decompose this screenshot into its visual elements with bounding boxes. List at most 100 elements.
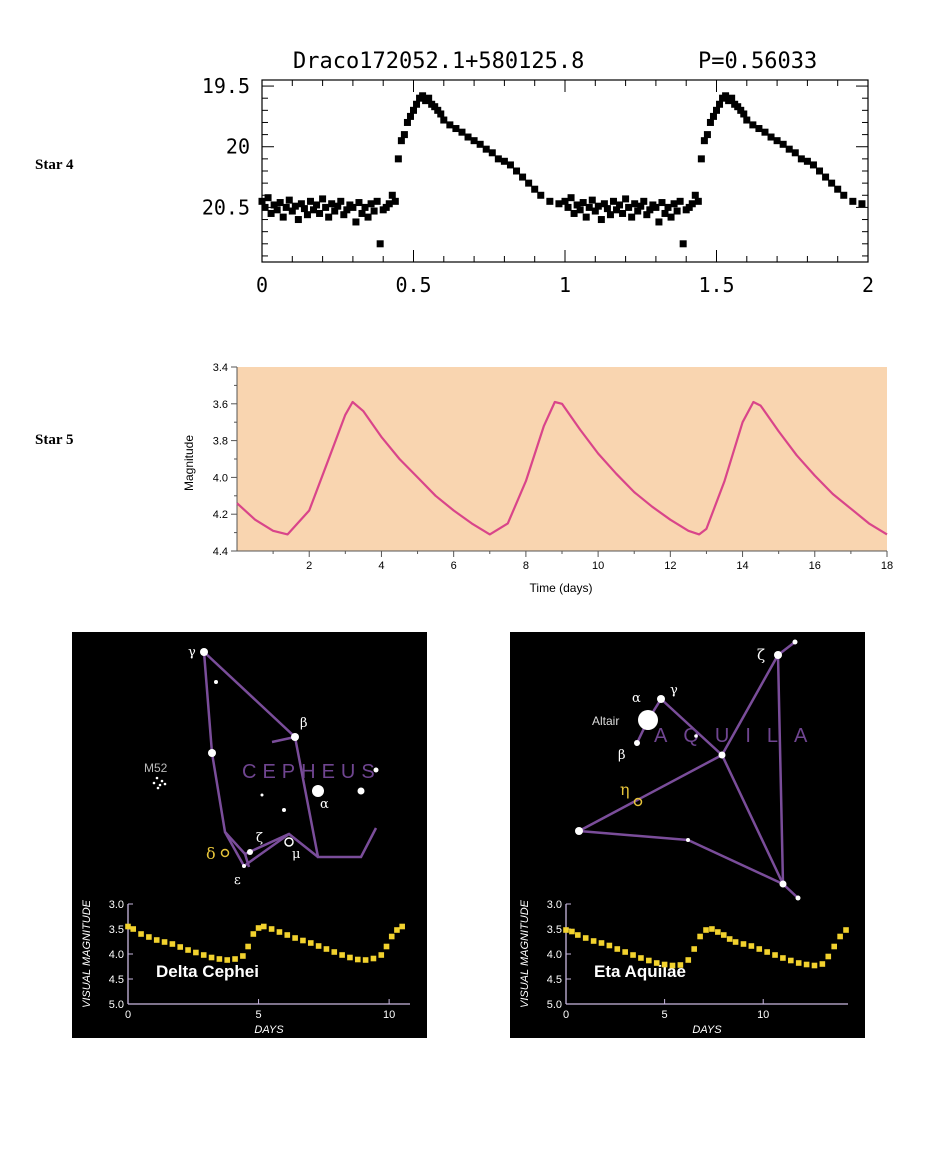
x-tick-label: 10 [592,560,604,572]
x-tick-label: 8 [523,560,529,572]
data-point [555,200,563,208]
data-point [661,961,668,968]
data-point [664,203,672,211]
data-point [685,203,693,211]
data-point [146,934,152,940]
data-point [780,955,786,961]
data-point [261,203,269,211]
y-tick-label: 3.0 [547,899,562,911]
data-point [282,203,290,211]
x-tick-label: 12 [664,560,676,572]
data-point [563,927,569,933]
data-point [193,949,199,956]
data-point [125,923,131,930]
data-point [354,956,361,963]
y-tick-label: 4.2 [213,509,228,521]
data-point [240,953,246,959]
data-point [734,103,742,111]
x-axis-label: DAYS [254,1024,284,1036]
data-point [383,943,390,950]
x-tick-label: 1 [559,273,571,297]
data-point [795,960,802,966]
data-point [224,957,231,963]
x-tick-label: 18 [881,560,893,572]
x-tick-label: 14 [736,560,748,572]
beta-label: β [618,748,626,763]
data-point [728,94,736,102]
x-axis-label: Time (days) [530,581,593,595]
data-point [300,937,306,944]
data-point [606,942,613,949]
alpha-label: α [632,691,641,706]
data-point [625,203,633,211]
data-point [613,206,621,214]
data-point [440,116,448,124]
x-tick-label: 16 [809,560,821,572]
faint-star [214,680,218,684]
chart-title: Draco172052.1+580125.8 [293,49,584,74]
y-axis-label: Magnitude [182,435,196,491]
data-point [716,100,724,108]
aquila-panel-svg: AQUILA ζ α γ Altair β η 3.0 3.5 4.0 4.5 5.00… [519,639,849,1036]
data-point [677,962,684,968]
data-point [260,923,267,930]
y-tick-label: 20.5 [202,195,250,219]
data-point [756,946,763,952]
data-point [600,200,608,208]
data-point [591,207,599,215]
y-tick-label: 4.5 [547,974,562,986]
data-point [315,943,322,949]
plot-frame [261,79,869,263]
m52-cluster-icon [152,776,167,790]
data-point [331,207,339,215]
plot-background [237,367,887,551]
y-tick-label: 3.5 [109,924,124,936]
data-point [588,196,596,204]
data-point [703,927,709,933]
data-point [285,196,293,204]
data-point [216,956,223,962]
zeta-star [247,849,253,855]
alpha-label: α [320,797,329,812]
data-point [279,213,287,221]
data-point [200,952,207,958]
data-point [413,100,421,108]
data-point [773,137,781,145]
data-point [628,213,636,221]
alpha-star [312,785,324,797]
data-point [575,932,581,938]
data-point [394,927,400,933]
x-tick-label: 2 [306,560,312,572]
data-point [307,940,314,946]
data-point [370,955,377,962]
y-tick-label: 3.5 [547,924,562,936]
x-tick-label: 0 [563,1009,569,1021]
data-point [394,155,402,163]
data-point [749,121,757,129]
data-point [797,155,805,163]
y-tick-label: 4.0 [213,472,228,484]
faint-star [686,838,690,842]
data-point [576,206,584,214]
data-point [791,149,799,157]
data-point [720,932,727,938]
data-point [403,118,411,126]
data-point [388,191,396,199]
data-point [655,218,663,226]
data-point [367,200,375,208]
data-point [270,201,278,209]
data-point [772,952,778,958]
data-point [606,211,614,219]
data-point [525,179,533,187]
epsilon-label: ε [234,873,241,888]
y-tick-label: 20 [226,135,250,159]
data-point [631,200,639,208]
faint-star [282,808,286,812]
data-point [740,941,747,947]
data-point [425,94,433,102]
data-point [834,185,842,193]
data-point [177,944,184,950]
data-point [715,929,721,935]
x-tick-label: 10 [757,1009,769,1021]
data-point [722,92,730,100]
